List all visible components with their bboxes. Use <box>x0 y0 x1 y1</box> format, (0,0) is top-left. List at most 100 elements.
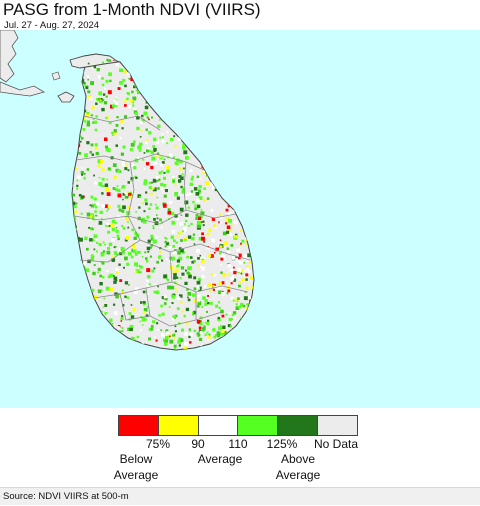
ndvi-pixel <box>120 152 124 156</box>
ndvi-pixel <box>239 261 243 265</box>
ndvi-pixel <box>137 251 141 254</box>
ndvi-pixel <box>176 218 179 221</box>
ndvi-pixel <box>124 195 128 199</box>
ndvi-pixel <box>102 276 105 279</box>
ndvi-pixel <box>153 148 157 152</box>
ndvi-pixel <box>96 202 100 206</box>
ndvi-pixel <box>94 205 98 209</box>
ndvi-pixel <box>161 296 165 299</box>
ndvi-pixel <box>174 145 177 148</box>
ndvi-pixel <box>227 289 231 293</box>
ndvi-pixel <box>227 324 231 328</box>
ndvi-pixel <box>245 273 249 277</box>
ndvi-pixel <box>130 304 133 306</box>
ndvi-pixel <box>218 326 223 331</box>
ndvi-pixel <box>201 236 205 241</box>
ndvi-pixel <box>143 111 148 116</box>
ndvi-pixel <box>127 221 129 223</box>
ndvi-pixel <box>204 321 207 324</box>
ndvi-pixel <box>161 133 164 136</box>
ndvi-pixel <box>107 230 111 234</box>
ndvi-pixel <box>128 77 131 80</box>
ndvi-pixel <box>134 112 138 116</box>
ndvi-pixel <box>194 204 197 207</box>
ndvi-pixel <box>131 90 134 94</box>
ndvi-pixel <box>114 245 117 248</box>
ndvi-pixel <box>211 217 216 221</box>
ndvi-pixel <box>161 170 164 173</box>
ndvi-pixel <box>205 324 208 327</box>
ndvi-pixel <box>206 322 210 326</box>
ndvi-pixel <box>126 97 129 101</box>
ndvi-pixel <box>155 176 160 180</box>
ndvi-pixel <box>142 311 146 315</box>
ndvi-pixel <box>183 314 186 318</box>
ndvi-pixel <box>89 238 93 242</box>
ndvi-pixel <box>90 257 95 261</box>
ndvi-pixel <box>124 84 127 88</box>
ndvi-pixel <box>230 268 234 272</box>
ndvi-pixel <box>180 338 184 342</box>
ndvi-pixel <box>198 185 202 189</box>
ndvi-pixel <box>97 164 101 168</box>
ndvi-pixel <box>227 263 231 268</box>
ndvi-pixel <box>178 175 182 178</box>
ndvi-pixel <box>86 247 89 251</box>
ndvi-pixel <box>121 224 124 227</box>
ndvi-pixel <box>198 176 202 180</box>
ndvi-pixel <box>197 216 202 220</box>
ndvi-pixel <box>92 121 95 124</box>
ndvi-pixel <box>150 246 152 249</box>
ndvi-pixel <box>101 107 105 112</box>
ndvi-pixel <box>158 171 162 175</box>
ndvi-pixel <box>81 173 83 176</box>
ndvi-pixel <box>113 129 117 133</box>
ndvi-pixel <box>148 181 152 185</box>
ndvi-pixel <box>161 136 164 139</box>
ndvi-pixel <box>133 110 138 114</box>
ndvi-pixel <box>84 120 87 123</box>
ndvi-pixel <box>181 173 184 176</box>
ndvi-pixel <box>176 307 180 310</box>
ndvi-pixel <box>111 134 114 136</box>
ndvi-pixel <box>189 169 193 173</box>
ndvi-pixel <box>199 286 202 289</box>
ndvi-pixel <box>148 118 150 121</box>
ndvi-pixel <box>97 98 101 101</box>
ndvi-pixel <box>246 265 249 268</box>
ndvi-map <box>0 30 480 408</box>
ndvi-pixel <box>93 234 98 239</box>
ndvi-pixel <box>174 192 178 197</box>
ndvi-pixel <box>94 143 98 147</box>
ndvi-pixel <box>232 311 237 315</box>
ndvi-pixel <box>175 268 179 273</box>
ndvi-pixel <box>181 190 186 194</box>
ndvi-pixel <box>91 228 94 231</box>
ndvi-pixel <box>196 280 201 285</box>
ndvi-pixel <box>156 196 159 199</box>
ndvi-pixel <box>95 102 98 105</box>
ndvi-pixel <box>238 305 241 309</box>
ndvi-pixel <box>94 146 98 150</box>
ndvi-pixel <box>104 312 108 315</box>
ndvi-pixel <box>203 285 206 288</box>
ndvi-pixel <box>208 254 212 257</box>
ndvi-pixel <box>156 322 159 325</box>
ndvi-pixel <box>196 249 200 253</box>
ndvi-pixel <box>155 206 159 210</box>
ndvi-pixel <box>218 281 222 285</box>
ndvi-pixel <box>182 230 184 233</box>
ndvi-pixel <box>242 304 246 308</box>
ndvi-pixel <box>141 118 145 123</box>
ndvi-pixel <box>193 310 197 315</box>
ndvi-pixel <box>109 169 112 171</box>
ndvi-pixel <box>156 217 159 220</box>
ndvi-pixel <box>174 177 177 180</box>
ndvi-pixel <box>121 327 124 329</box>
ndvi-pixel <box>173 272 177 277</box>
ndvi-pixel <box>178 247 182 250</box>
ndvi-pixel <box>139 329 142 331</box>
ndvi-pixel <box>172 333 176 337</box>
ndvi-pixel <box>195 214 199 217</box>
ndvi-pixel <box>177 251 181 255</box>
